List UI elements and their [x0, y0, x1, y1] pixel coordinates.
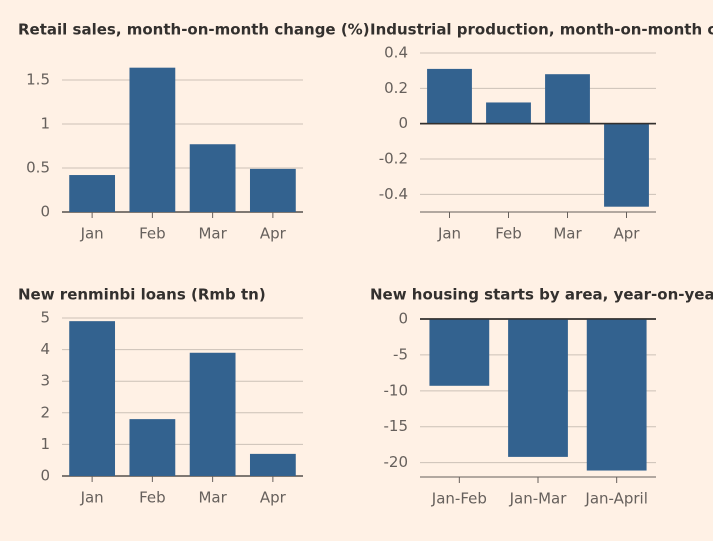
x-tick-label: Feb: [139, 225, 166, 243]
x-tick-label: Feb: [495, 225, 522, 243]
bar: [508, 319, 568, 457]
y-tick-label: 1: [40, 435, 50, 453]
y-tick-label: -20: [384, 453, 409, 471]
bar: [486, 102, 531, 124]
y-tick-label: -15: [384, 417, 409, 435]
x-tick-label: Jan-April: [584, 490, 648, 508]
y-tick-label: 5: [40, 309, 50, 327]
bar: [604, 123, 649, 207]
y-tick-label: 1: [40, 115, 50, 133]
bar: [129, 67, 176, 213]
x-tick-label: Feb: [139, 489, 166, 507]
y-tick-label: 0: [398, 310, 408, 328]
y-tick-label: -0.4: [379, 185, 408, 203]
bar: [249, 453, 296, 476]
y-tick-label: 4: [40, 340, 50, 358]
x-tick-label: Apr: [260, 225, 287, 243]
y-tick-label: -0.2: [379, 150, 408, 168]
bar: [586, 319, 647, 471]
y-tick-label: 3: [40, 372, 50, 390]
y-tick-label: 1.5: [26, 71, 50, 89]
x-tick-label: Apr: [614, 225, 641, 243]
bar: [189, 144, 236, 212]
bar: [189, 352, 236, 476]
x-tick-label: Jan: [437, 225, 461, 243]
bar: [429, 319, 490, 386]
bar: [129, 419, 176, 476]
bar: [249, 168, 296, 212]
x-tick-label: Jan: [80, 489, 104, 507]
chart-title: Retail sales, month-on-month change (%): [18, 21, 370, 39]
y-tick-label: 0: [40, 203, 50, 221]
bar: [545, 74, 590, 124]
y-tick-label: 0.5: [26, 159, 50, 177]
chart-title: New renminbi loans (Rmb tn): [18, 286, 266, 304]
x-tick-label: Apr: [260, 489, 287, 507]
bar: [427, 68, 472, 124]
y-tick-label: 0.4: [384, 44, 408, 62]
bar: [69, 175, 116, 212]
x-tick-label: Jan-Mar: [509, 490, 568, 508]
bar: [69, 321, 116, 476]
chart-title: New housing starts by area, year-on-year: [370, 286, 713, 304]
y-tick-label: 0.2: [384, 79, 408, 97]
y-tick-label: 2: [40, 403, 50, 421]
y-tick-label: 0: [398, 114, 408, 132]
x-tick-label: Jan: [80, 225, 104, 243]
y-tick-label: -5: [393, 345, 408, 363]
chart-title: Industrial production, month-on-month cl: [370, 21, 713, 39]
y-tick-label: 0: [40, 467, 50, 485]
y-tick-label: -10: [384, 381, 409, 399]
x-tick-label: Jan-Feb: [431, 490, 487, 508]
x-tick-label: Mar: [198, 225, 227, 243]
x-tick-label: Mar: [553, 225, 582, 243]
x-tick-label: Mar: [198, 489, 227, 507]
